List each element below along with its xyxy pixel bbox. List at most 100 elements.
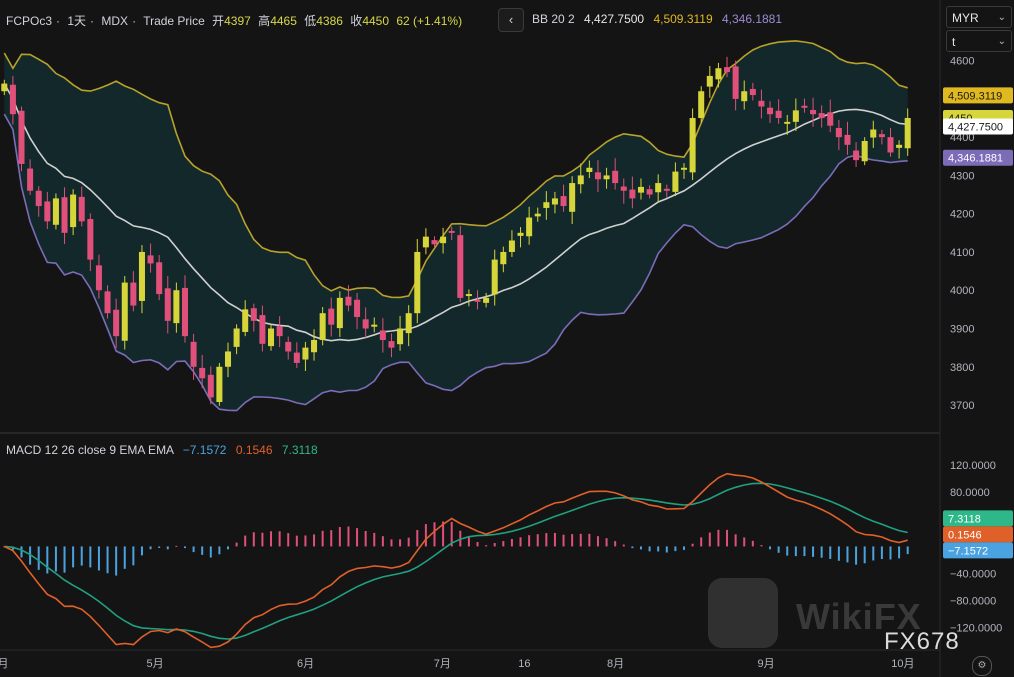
macd-histogram-bar[interactable]: [115, 546, 118, 576]
candle[interactable]: [362, 307, 369, 338]
candle[interactable]: [698, 86, 705, 123]
macd-histogram-bar[interactable]: [485, 545, 488, 547]
candle[interactable]: [741, 80, 748, 110]
macd-histogram-bar[interactable]: [313, 534, 316, 547]
macd-histogram-bar[interactable]: [175, 545, 178, 547]
candle[interactable]: [577, 163, 584, 194]
macd-histogram-bar[interactable]: [192, 546, 195, 553]
candle[interactable]: [345, 285, 352, 312]
macd-histogram-bar[interactable]: [183, 546, 186, 549]
candle[interactable]: [448, 226, 455, 241]
macd-histogram-bar[interactable]: [898, 546, 901, 559]
macd-histogram-bar[interactable]: [536, 534, 539, 547]
bb-lower-line[interactable]: [3, 113, 908, 412]
macd-histogram-bar[interactable]: [906, 546, 909, 555]
macd-histogram-bar[interactable]: [545, 533, 548, 547]
macd-histogram-bar[interactable]: [270, 531, 273, 547]
macd-histogram-bar[interactable]: [751, 540, 754, 547]
candle[interactable]: [775, 99, 782, 124]
candle[interactable]: [371, 317, 378, 333]
candle[interactable]: [431, 236, 438, 249]
macd-histogram-bar[interactable]: [812, 546, 815, 557]
macd-histogram-bar[interactable]: [562, 534, 565, 547]
macd-histogram-bar[interactable]: [837, 546, 840, 561]
candle[interactable]: [224, 342, 232, 378]
macd-histogram-bar[interactable]: [691, 543, 694, 547]
candle[interactable]: [104, 285, 111, 319]
settings-icon[interactable]: ⚙: [972, 656, 992, 676]
candle[interactable]: [801, 98, 808, 113]
candle[interactable]: [414, 238, 421, 324]
macd-histogram-bar[interactable]: [381, 536, 384, 547]
macd-histogram-bar[interactable]: [820, 546, 823, 558]
macd-histogram-bar[interactable]: [872, 546, 875, 561]
macd-histogram-bar[interactable]: [726, 529, 729, 547]
candle[interactable]: [440, 227, 447, 254]
macd-histogram-bar[interactable]: [467, 536, 470, 547]
candle[interactable]: [543, 191, 550, 220]
candle[interactable]: [27, 159, 34, 195]
macd-histogram-bar[interactable]: [295, 535, 298, 547]
candle[interactable]: [61, 187, 68, 244]
macd-histogram-bar[interactable]: [502, 541, 505, 547]
macd-histogram-bar[interactable]: [278, 531, 281, 547]
macd-histogram-bar[interactable]: [794, 546, 797, 557]
candle[interactable]: [156, 255, 163, 301]
bb-legend[interactable]: BB 20 2 4,427.7500 4,509.3119 4,346.1881: [532, 12, 782, 26]
candle[interactable]: [508, 230, 515, 257]
macd-histogram-bar[interactable]: [648, 546, 651, 552]
macd-histogram-bar[interactable]: [674, 546, 677, 552]
candle[interactable]: [896, 140, 903, 159]
macd-line[interactable]: [3, 472, 908, 649]
candle[interactable]: [560, 184, 567, 212]
candle[interactable]: [715, 62, 722, 88]
candle[interactable]: [388, 333, 395, 358]
candle[interactable]: [276, 316, 283, 348]
candle[interactable]: [302, 341, 309, 371]
macd-histogram-bar[interactable]: [510, 538, 513, 547]
candle[interactable]: [586, 160, 593, 179]
macd-histogram-bar[interactable]: [528, 535, 531, 547]
macd-histogram-bar[interactable]: [11, 546, 14, 550]
macd-histogram-bar[interactable]: [683, 546, 685, 550]
candle[interactable]: [534, 207, 541, 222]
currency-select[interactable]: MYR ⌄: [946, 6, 1012, 28]
candle[interactable]: [904, 108, 911, 156]
macd-histogram-bar[interactable]: [149, 546, 152, 550]
macd-histogram-bar[interactable]: [450, 521, 453, 547]
macd-histogram-bar[interactable]: [743, 537, 746, 547]
macd-histogram-bar[interactable]: [364, 531, 367, 547]
macd-histogram-bar[interactable]: [760, 545, 763, 547]
candle[interactable]: [44, 191, 51, 229]
candle[interactable]: [250, 303, 257, 332]
candle[interactable]: [405, 305, 412, 347]
macd-histogram-bar[interactable]: [717, 529, 720, 547]
macd-histogram-bar[interactable]: [158, 546, 161, 548]
macd-histogram-bar[interactable]: [605, 538, 608, 547]
candle[interactable]: [18, 106, 25, 172]
macd-histogram-bar[interactable]: [106, 546, 109, 574]
symbol-name[interactable]: FCPOc3: [6, 14, 53, 28]
candle[interactable]: [792, 98, 799, 132]
candle[interactable]: [767, 101, 774, 123]
candle[interactable]: [844, 121, 851, 155]
macd-histogram-bar[interactable]: [399, 539, 402, 547]
macd-histogram-bar[interactable]: [863, 546, 866, 564]
macd-histogram-bar[interactable]: [433, 522, 436, 547]
macd-histogram-bar[interactable]: [571, 534, 574, 547]
interval-label[interactable]: 1天: [67, 14, 87, 28]
candle[interactable]: [422, 228, 429, 255]
macd-histogram-bar[interactable]: [631, 546, 634, 549]
candle[interactable]: [173, 282, 180, 333]
macd-histogram-bar[interactable]: [734, 534, 737, 547]
candle[interactable]: [1, 79, 8, 96]
macd-histogram-bar[interactable]: [519, 537, 522, 547]
candle[interactable]: [672, 162, 679, 197]
candle[interactable]: [164, 276, 171, 334]
candle[interactable]: [95, 254, 102, 299]
candle[interactable]: [637, 178, 644, 200]
candle[interactable]: [474, 290, 481, 310]
candle[interactable]: [483, 292, 490, 308]
macd-histogram-bar[interactable]: [665, 546, 668, 553]
signal-line[interactable]: [4, 482, 908, 640]
